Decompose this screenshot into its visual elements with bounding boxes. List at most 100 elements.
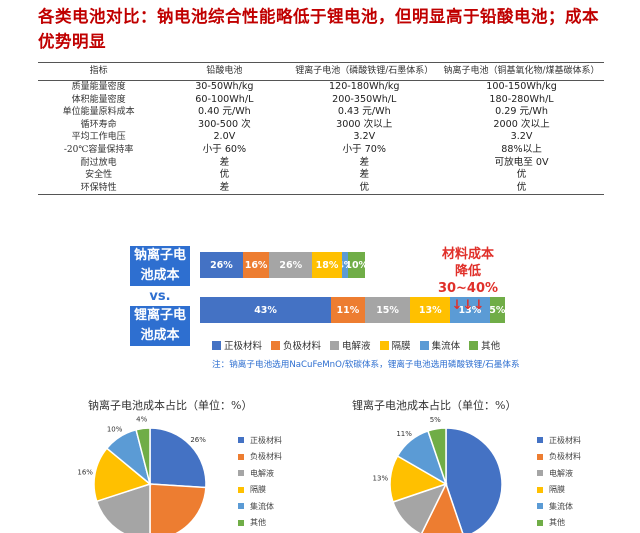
- pie-slice-label: 26%: [190, 436, 206, 444]
- vs-label: vs.: [149, 289, 171, 304]
- legend-swatch: [238, 503, 244, 510]
- na-cost-label-text: 钠离子电池成本: [133, 248, 186, 283]
- bar-segment: 13%: [410, 297, 451, 323]
- table-cell: 200-350Wh/L: [332, 93, 397, 105]
- table-cell: 30-50Wh/kg: [195, 81, 254, 92]
- pie-legend-item: 正极材料: [537, 432, 581, 449]
- cost-callout: 材料成本 降低30~40% ↓↓↓: [428, 246, 508, 314]
- pie-legend-item: 隔膜: [537, 482, 581, 499]
- bar-segment: 18%: [312, 252, 342, 278]
- table-header: 锂离子电池（磷酸铁锂/石墨体系）: [289, 62, 440, 81]
- page-title: 各类电池对比：钠电池综合性能略低于锂电池，但明显高于铅酸电池；成本优势明显: [38, 7, 599, 51]
- pie-slice: [149, 427, 207, 489]
- legend-label: 集流体: [250, 501, 274, 511]
- legend-swatch: [238, 519, 244, 526]
- legend-swatch: [238, 437, 244, 444]
- legend-swatch: [238, 486, 244, 493]
- pie-slice: [445, 427, 503, 533]
- na-pie-chart: 26% 16% 10% 4%: [77, 416, 207, 533]
- legend-label: 电解液: [342, 341, 371, 352]
- legend-label: 正极材料: [250, 435, 282, 445]
- pie-legend-item: 负极材料: [238, 449, 282, 466]
- na-cost-bar: 26%16%26%18%4%10%: [200, 252, 365, 278]
- pie-slice: [93, 447, 152, 503]
- pie-legend-item: 正极材料: [238, 432, 282, 449]
- table-row: 平均工作电压 2.0V 3.2V 3.2V: [38, 131, 604, 144]
- legend-swatch: [469, 340, 479, 350]
- legend-swatch: [537, 486, 543, 493]
- na-cost-label: 钠离子电池成本: [130, 246, 190, 286]
- table-cell: 60-100Wh/L: [195, 93, 254, 105]
- table-cell: 0.43 元/Wh: [337, 106, 391, 118]
- bar-segment: 4%: [341, 252, 349, 278]
- table-cell: 差: [359, 156, 370, 168]
- legend-label: 隔膜: [391, 341, 411, 352]
- pie-legend-item: 电解液: [537, 465, 581, 482]
- table-cell: 优: [439, 181, 604, 196]
- legend-swatch: [537, 453, 543, 460]
- pie-slice: [135, 427, 151, 485]
- table-cell: 2000 次以上: [493, 118, 550, 130]
- legend-label: 正极材料: [224, 341, 263, 352]
- bar-segment: 13%: [450, 297, 490, 323]
- legend-label: 其他: [481, 341, 501, 352]
- pie-slice-label: 16%: [77, 469, 93, 477]
- legend-label: 负极材料: [283, 341, 322, 352]
- table-row: 耐过放电 差 差 可放电至 0V: [38, 157, 604, 170]
- pie-legend-item: 其他: [537, 515, 581, 532]
- callout-title: 材料成本: [441, 247, 494, 262]
- table-cell: 0.40 元/Wh: [197, 106, 251, 118]
- legend-swatch: [379, 340, 389, 350]
- legend-label: 电解液: [250, 468, 274, 478]
- row-label: -20℃容量保持率: [63, 144, 134, 155]
- pie-slice-label: 10%: [107, 425, 123, 433]
- li-pie-title: 锂离子电池成本占比（单位：%）: [352, 399, 517, 412]
- row-label: 平均工作电压: [71, 132, 126, 143]
- row-label: 耐过放电: [80, 157, 117, 168]
- legend-label: 正极材料: [549, 435, 581, 445]
- legend-swatch: [419, 340, 429, 350]
- legend-label: 其他: [549, 518, 565, 528]
- legend-label: 集流体: [549, 501, 573, 511]
- legend-swatch: [537, 519, 543, 526]
- table-row: -20℃容量保持率 小于 60% 小于 70% 88%以上: [38, 144, 604, 157]
- legend-label: 隔膜: [549, 485, 565, 495]
- legend-label: 集流体: [431, 341, 461, 352]
- bar-legend: 正极材料 负极材料 电解液 隔膜 集流体 其他: [212, 338, 500, 352]
- legend-label: 负极材料: [549, 452, 581, 462]
- bar-segment: 16%: [242, 252, 270, 278]
- table-row: 单位能量原料成本 0.40 元/Wh 0.43 元/Wh 0.29 元/Wh: [38, 106, 604, 119]
- pie-slice-label: 5%: [430, 416, 441, 424]
- table-cell: 差: [359, 169, 370, 181]
- legend-item: 隔膜: [379, 338, 411, 352]
- bar-segment: 26%: [200, 252, 243, 278]
- pie-slice-label: 4%: [136, 416, 147, 424]
- table-body: 质量能量密度 30-50Wh/kg 120-180Wh/kg 100-150Wh/kg…: [38, 81, 604, 196]
- bar-segment: 10%: [348, 252, 365, 278]
- row-label: 质量能量密度: [71, 82, 126, 92]
- legend-item: 正极材料: [212, 338, 262, 352]
- li-cost-label: 锂离子电池成本: [130, 306, 190, 346]
- pie-legend-item: 集流体: [238, 498, 282, 515]
- pie-legend-item: 负极材料: [537, 449, 581, 466]
- bar-segment: 15%: [364, 297, 411, 323]
- row-label: 环保特性: [38, 181, 160, 196]
- legend-label: 其他: [250, 518, 266, 528]
- bar-segment: 11%: [331, 297, 365, 323]
- pie-slice: [420, 482, 464, 533]
- legend-label: 隔膜: [250, 485, 266, 495]
- bar-segment: 43%: [200, 297, 332, 323]
- row-label: 体积能量密度: [71, 94, 126, 105]
- table-row: 循环寿命 300-500 次 3000 次以上 2000 次以上: [38, 119, 604, 132]
- callout-text: 降低30~40% ↓↓↓: [437, 264, 499, 313]
- pie-legend-item: 隔膜: [238, 482, 282, 499]
- footnote: 注：钠离子电池选用NaCuFeMnO/软碳体系，锂离子电池选用磷酸铁锂/石墨体系: [212, 360, 520, 370]
- table-row: 安全性 优 差 优: [38, 169, 604, 182]
- table-cell: 差: [219, 156, 230, 168]
- table-cell: 优: [219, 169, 230, 181]
- legend-swatch: [212, 340, 221, 350]
- table-cell: 3.2V: [353, 131, 376, 143]
- table-cell: 差: [159, 181, 290, 196]
- legend-swatch: [537, 437, 543, 444]
- row-label: 安全性: [85, 170, 113, 181]
